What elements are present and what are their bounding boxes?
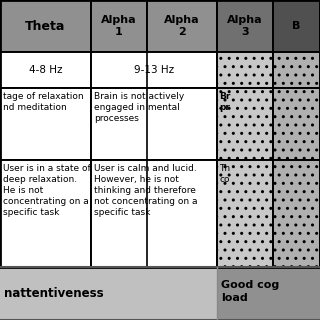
Text: Alpha
2: Alpha 2 <box>164 15 200 37</box>
Bar <box>91 52 217 88</box>
Text: User is calm and lucid.
However, he is not
thinking and therefore
not concentrat: User is calm and lucid. However, he is n… <box>94 164 197 217</box>
Text: B: B <box>292 21 301 31</box>
Bar <box>217 160 273 267</box>
Bar <box>0 88 91 160</box>
Bar <box>273 160 320 267</box>
Text: User is in a state of
deep relaxation.
He is not
concentrating on a
specific tas: User is in a state of deep relaxation. H… <box>3 164 91 217</box>
Bar <box>147 0 217 52</box>
Bar <box>0 267 217 320</box>
Bar <box>0 52 91 88</box>
Bar <box>91 88 217 160</box>
Text: 9-13 Hz: 9-13 Hz <box>134 65 174 75</box>
Text: Alpha
3: Alpha 3 <box>227 15 263 37</box>
Bar <box>217 267 320 320</box>
Text: Good cog
load: Good cog load <box>221 280 279 303</box>
Text: nattentiveness: nattentiveness <box>4 287 104 300</box>
Bar <box>217 0 273 52</box>
Bar <box>273 0 320 52</box>
Bar <box>273 88 320 160</box>
Text: Alpha
1: Alpha 1 <box>101 15 137 37</box>
Text: Theta: Theta <box>25 20 66 33</box>
Bar <box>0 0 320 267</box>
Text: Br
pr: Br pr <box>219 92 230 112</box>
Bar <box>91 160 217 267</box>
Bar <box>273 52 320 88</box>
Bar <box>217 52 273 88</box>
Text: tage of relaxation
nd meditation: tage of relaxation nd meditation <box>3 92 84 112</box>
Text: Th
co: Th co <box>219 164 230 184</box>
Bar <box>0 160 91 267</box>
Bar <box>91 0 147 52</box>
Text: 4-8 Hz: 4-8 Hz <box>29 65 62 75</box>
Text: Brain is not actively
engaged in mental
processes: Brain is not actively engaged in mental … <box>94 92 184 123</box>
Bar <box>217 88 273 160</box>
Bar <box>0 0 91 52</box>
